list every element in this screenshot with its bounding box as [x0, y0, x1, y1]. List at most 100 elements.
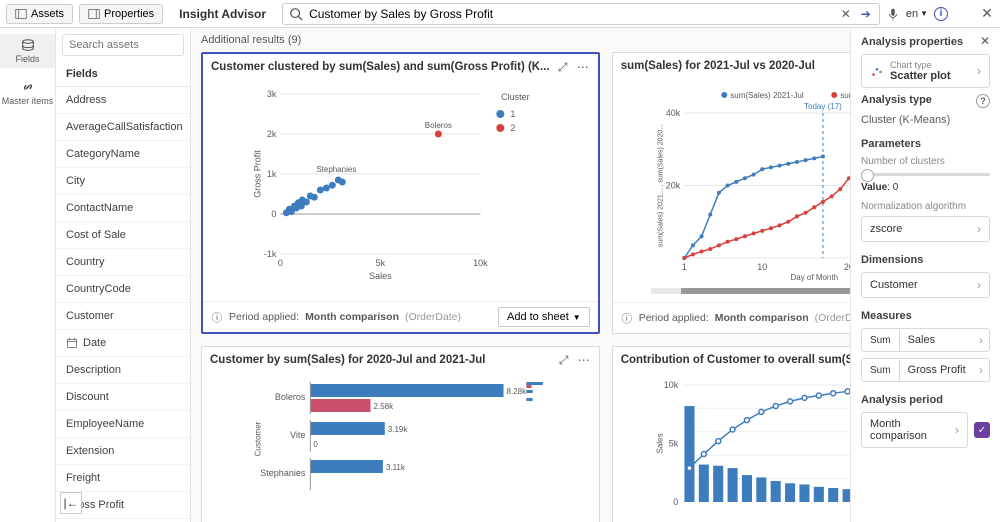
- svg-text:20k: 20k: [665, 181, 680, 191]
- asset-search-input[interactable]: [62, 34, 184, 56]
- svg-text:0: 0: [313, 440, 318, 449]
- field-item[interactable]: Date: [56, 330, 190, 357]
- measure-profit-chip[interactable]: Sum Gross Profit›: [861, 358, 990, 382]
- svg-text:Stephanies: Stephanies: [260, 468, 306, 478]
- svg-text:1k: 1k: [267, 169, 277, 179]
- info-icon: ⓘ: [211, 311, 223, 323]
- mic-icon[interactable]: [886, 7, 900, 21]
- card-bar-customer[interactable]: Customer by sum(Sales) for 2020-Jul and …: [201, 346, 600, 522]
- card-scatter-cluster[interactable]: Customer clustered by sum(Sales) and sum…: [201, 52, 600, 334]
- normalization-selector[interactable]: zscore›: [861, 216, 990, 242]
- chart-type-selector[interactable]: Chart typeScatter plot ›: [861, 54, 990, 88]
- svg-text:10: 10: [757, 262, 767, 272]
- more-icon[interactable]: ⋯: [576, 60, 590, 74]
- svg-text:40k: 40k: [665, 108, 680, 118]
- calendar-icon: [66, 337, 78, 349]
- rail-fields[interactable]: Fields: [0, 34, 55, 68]
- field-item[interactable]: Cost of Sale: [56, 222, 190, 249]
- field-item[interactable]: Customer: [56, 303, 190, 330]
- expand-icon[interactable]: ⤢: [557, 353, 571, 367]
- field-item[interactable]: AverageCallSatisfaction: [56, 114, 190, 141]
- field-item[interactable]: Description: [56, 357, 190, 384]
- field-item[interactable]: CountryCode: [56, 276, 190, 303]
- clear-icon[interactable]: ✕: [839, 7, 853, 21]
- help-icon[interactable]: i: [934, 7, 948, 21]
- field-item[interactable]: Extension: [56, 438, 190, 465]
- collapse-sidebar-button[interactable]: |←: [60, 492, 82, 514]
- panel-right-icon: [88, 8, 100, 20]
- card-title: Customer clustered by sum(Sales) and sum…: [211, 61, 550, 73]
- chart-scrollbar[interactable]: [651, 288, 850, 294]
- period-selector[interactable]: Month comparison›: [861, 412, 968, 448]
- period-label: Period applied:: [229, 311, 299, 323]
- svg-text:sum(Sales) 2020-Jul: sum(Sales) 2020-Jul: [840, 91, 850, 100]
- expand-icon[interactable]: ⤢: [556, 60, 570, 74]
- sidebar-heading: Fields: [56, 62, 190, 87]
- svg-text:0: 0: [271, 209, 276, 219]
- field-item[interactable]: EmployeeName: [56, 411, 190, 438]
- period-checkbox[interactable]: ✓: [974, 422, 990, 438]
- info-icon: ⓘ: [621, 312, 633, 324]
- svg-text:3.11k: 3.11k: [386, 463, 406, 472]
- card-title: Customer by sum(Sales) for 2020-Jul and …: [210, 354, 551, 366]
- svg-text:0: 0: [673, 497, 678, 507]
- period-field: (OrderDate): [405, 311, 461, 323]
- svg-text:sum(Sales) 2021-Jul: sum(Sales) 2021-Jul: [730, 91, 804, 100]
- clusters-slider[interactable]: [861, 173, 990, 176]
- svg-text:Today (17): Today (17): [804, 102, 842, 111]
- svg-text:Day of Month: Day of Month: [790, 273, 838, 282]
- svg-text:2k: 2k: [267, 129, 277, 139]
- app-title: Insight Advisor: [179, 7, 266, 21]
- more-icon[interactable]: ⋯: [577, 353, 591, 367]
- rail-master-items[interactable]: Master items: [0, 76, 55, 110]
- help-icon[interactable]: ?: [976, 94, 990, 108]
- card-line-comparison[interactable]: sum(Sales) for 2021-Jul vs 2020-Jul ⤢ ⋯ …: [612, 52, 850, 334]
- svg-text:-1k: -1k: [264, 249, 277, 259]
- svg-text:0: 0: [278, 258, 283, 268]
- field-item[interactable]: Country: [56, 249, 190, 276]
- svg-text:Vite: Vite: [290, 430, 305, 440]
- svg-text:5k: 5k: [376, 258, 386, 268]
- field-item[interactable]: ContactName: [56, 195, 190, 222]
- svg-text:Boleros: Boleros: [275, 392, 306, 402]
- svg-text:sum(Sales) 2021... , sum(Sales: sum(Sales) 2021... , sum(Sales) 2020...: [657, 124, 664, 247]
- submit-arrow-icon[interactable]: ➔: [859, 7, 873, 21]
- svg-text:2: 2: [510, 123, 515, 133]
- svg-text:Cluster: Cluster: [501, 92, 530, 102]
- field-item[interactable]: Discount: [56, 384, 190, 411]
- field-item[interactable]: City: [56, 168, 190, 195]
- results-header: Additional results (9): [191, 28, 850, 52]
- assets-button[interactable]: Assets: [6, 4, 73, 24]
- field-item[interactable]: Address: [56, 87, 190, 114]
- fields-icon: [21, 38, 35, 52]
- analysis-type-value: Cluster (K-Means): [861, 114, 990, 126]
- svg-text:8.28k: 8.28k: [507, 387, 528, 396]
- dimension-chip[interactable]: Customer›: [861, 272, 990, 298]
- svg-text:1: 1: [510, 109, 515, 119]
- close-panel-icon[interactable]: ✕: [978, 34, 992, 48]
- svg-text:1: 1: [681, 262, 686, 272]
- close-icon[interactable]: ✕: [980, 7, 994, 21]
- card-title: sum(Sales) for 2021-Jul vs 2020-Jul: [621, 60, 850, 72]
- svg-text:3k: 3k: [267, 89, 277, 99]
- svg-text:Gross Profit: Gross Profit: [252, 150, 262, 198]
- link-icon: [21, 80, 35, 94]
- card-combo-contribution[interactable]: Contribution of Customer to overall sum(…: [612, 346, 850, 522]
- properties-button[interactable]: Properties: [79, 4, 163, 24]
- assets-label: Assets: [31, 8, 64, 20]
- svg-text:3.19k: 3.19k: [388, 425, 409, 434]
- svg-text:2.58k: 2.58k: [374, 402, 395, 411]
- svg-text:Boleros: Boleros: [425, 121, 452, 130]
- field-item[interactable]: Freight: [56, 465, 190, 492]
- lang-selector[interactable]: en▼: [906, 8, 928, 20]
- search-input[interactable]: [309, 7, 833, 21]
- card-title: Contribution of Customer to overall sum(…: [621, 354, 850, 366]
- svg-text:5k: 5k: [668, 439, 678, 449]
- svg-text:Stephanies: Stephanies: [316, 165, 356, 174]
- rhs-title: Analysis properties: [861, 36, 990, 48]
- svg-text:Customer: Customer: [253, 421, 262, 456]
- field-item[interactable]: CategoryName: [56, 141, 190, 168]
- add-to-sheet-button[interactable]: Add to sheet▼: [498, 307, 590, 327]
- measure-sales-chip[interactable]: Sum Sales›: [861, 328, 990, 352]
- search-bar[interactable]: ✕ ➔: [282, 3, 880, 25]
